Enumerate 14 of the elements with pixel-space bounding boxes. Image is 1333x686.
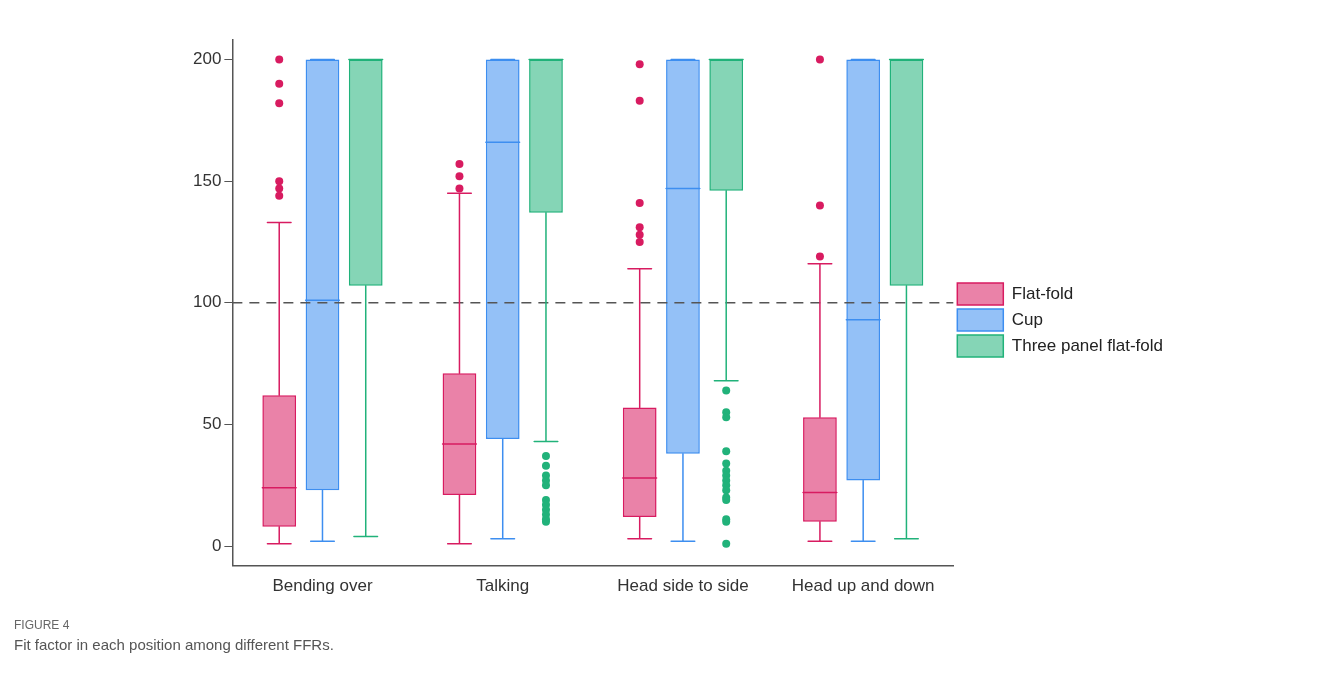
y-tick-label: 200 [192,49,222,69]
y-tick-label: 0 [211,535,222,555]
legend-label: Flat-fold [1011,283,1074,303]
x-tick-label: Bending over [272,576,373,596]
y-tick-label: 100 [192,292,222,312]
text: Fit factor in each position among different FFRs. [14,636,334,653]
legend-label: Cup [1011,309,1043,329]
y-tick-label: 150 [192,170,222,190]
x-tick-label: Head side to side [617,576,749,596]
x-tick-label: Head up and down [791,576,935,596]
legend-label: Three panel flat-fold [1011,335,1163,355]
caption: FIGURE 4 [14,618,71,632]
x-tick-label: Talking [476,576,530,596]
y-tick-label: 50 [202,414,222,434]
